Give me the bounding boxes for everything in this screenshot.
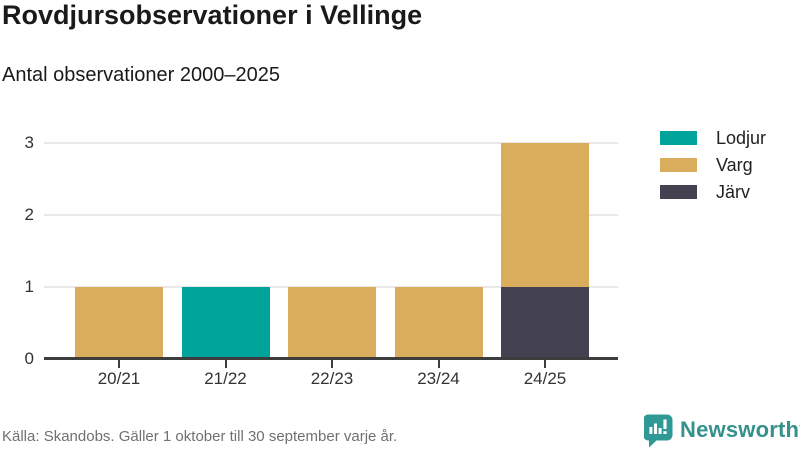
newsworthy-logo: Newsworthy <box>644 414 800 448</box>
bar-segment-varg-24-25 <box>501 143 589 287</box>
chart-subtitle: Antal observationer 2000–2025 <box>2 64 280 86</box>
bar-segment-varg-20-21 <box>75 287 163 359</box>
bar-segment-varg-22-23 <box>288 287 376 359</box>
y-tick-label: 0 <box>24 349 34 368</box>
legend: Lodjur Varg Järv <box>660 128 767 202</box>
x-tick-label: 23/24 <box>417 369 460 388</box>
x-tick-label: 24/25 <box>523 369 567 388</box>
legend-label: Varg <box>716 155 753 175</box>
x-axis-tick <box>224 360 227 368</box>
source-note: Källa: Skandobs. Gäller 1 oktober till 3… <box>2 428 398 445</box>
newsworthy-wordmark: Newsworthy <box>680 417 800 442</box>
bar-segment-varg-23-24 <box>394 287 483 359</box>
legend-swatch-varg <box>660 158 697 172</box>
legend-label: Järv <box>716 182 751 202</box>
y-tick-label: 2 <box>24 205 34 224</box>
x-axis-tick <box>544 360 546 368</box>
newsworthy-speech-bubble-bar-chart-icon <box>644 414 673 448</box>
bar-segment-järv-24-25 <box>501 287 589 359</box>
x-tick-label: 22/23 <box>310 369 354 388</box>
x-axis-line <box>44 357 618 360</box>
gridline-y2 <box>44 214 618 216</box>
y-tick-label: 3 <box>24 133 34 152</box>
x-tick-label: 20/21 <box>97 369 141 388</box>
x-axis-tick <box>118 360 120 368</box>
legend-label: Lodjur <box>716 128 767 148</box>
legend-item-varg: Varg <box>660 155 766 175</box>
x-axis-tick <box>331 360 333 368</box>
x-axis-tick <box>437 360 440 368</box>
legend-item-järv: Järv <box>660 182 766 202</box>
legend-swatch-lodjur <box>660 131 697 145</box>
legend-swatch-järv <box>660 185 697 199</box>
bar-segment-lodjur-21-22 <box>181 287 270 359</box>
chart-title: Rovdjursobservationer i Vellinge <box>2 0 423 30</box>
x-tick-label: 21/22 <box>204 369 247 388</box>
legend-item-lodjur: Lodjur <box>660 128 767 148</box>
gridline-y3 <box>44 142 618 144</box>
y-tick-label: 1 <box>24 277 34 296</box>
